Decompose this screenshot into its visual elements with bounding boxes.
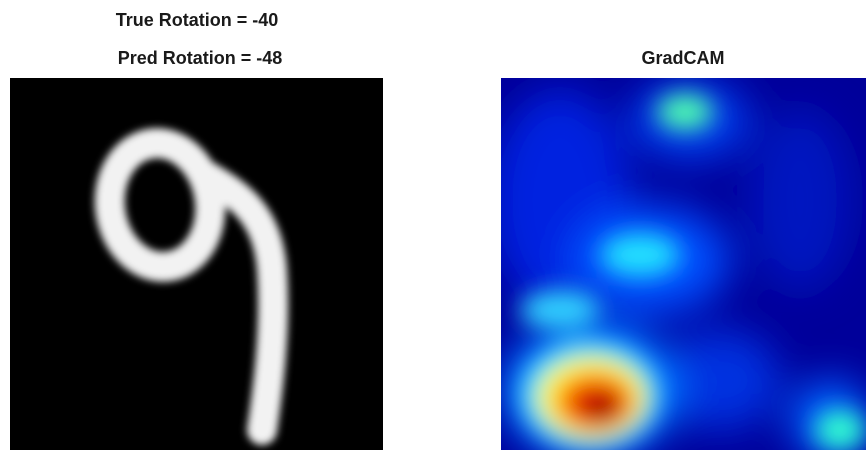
title-line-2: Pred Rotation = -48: [118, 48, 283, 68]
gradcam-title: GradCAM: [641, 48, 724, 68]
title-line-1: True Rotation = -40: [116, 10, 279, 30]
digit-image: [10, 78, 383, 450]
gradcam-image: [501, 78, 866, 450]
